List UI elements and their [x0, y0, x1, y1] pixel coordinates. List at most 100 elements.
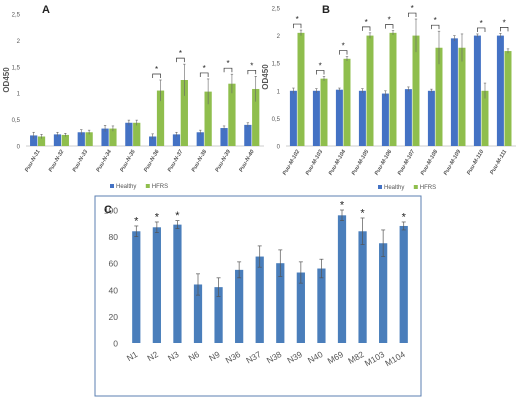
y-tick-label: 0 [113, 339, 118, 349]
significance-bracket [293, 23, 302, 29]
significance-bracket [408, 12, 417, 18]
y-tick-label: 1 [17, 92, 21, 98]
x-tick-label: Puu-N-37 [167, 148, 185, 173]
bar-healthy [381, 93, 389, 146]
bar-healthy [450, 38, 458, 146]
y-tick-label: 1,5 [12, 65, 21, 71]
legend-swatch [110, 184, 114, 188]
x-tick-label: Puu-N-40 [238, 148, 256, 173]
significance-asterisk: * [179, 49, 182, 58]
x-tick-label: Puu-N-39 [215, 148, 233, 173]
significance-asterisk: * [360, 207, 365, 219]
significance-asterisk: * [365, 18, 368, 27]
y-tick-label: 0 [17, 145, 21, 151]
significance-asterisk: * [342, 42, 345, 51]
significance-asterisk: * [480, 19, 483, 28]
bar [255, 256, 264, 343]
x-tick-label: Puu-N-31 [24, 149, 41, 173]
bar-healthy [53, 134, 62, 146]
significance-bracket [247, 69, 257, 75]
bar [296, 272, 305, 343]
bar [132, 231, 141, 343]
x-tick-label: Puu-N-38 [191, 148, 209, 173]
significance-bracket [199, 72, 209, 77]
significance-bracket [223, 67, 233, 73]
x-tick-label: Puu-M-105 [351, 148, 371, 176]
x-tick-label: Puu-N-34 [96, 148, 114, 173]
y-tick-label: 2,5 [12, 13, 21, 19]
bar-hfrs [504, 51, 512, 146]
significance-asterisk: * [250, 61, 253, 70]
significance-bracket [477, 27, 486, 32]
bar-healthy [358, 90, 366, 146]
y-tick-label: 2 [17, 39, 21, 45]
y-axis-label: OD450 [261, 64, 270, 90]
panel-label: A [42, 4, 50, 16]
significance-bracket [385, 24, 394, 29]
bar-healthy [496, 35, 504, 146]
x-tick-label: N6 [187, 349, 202, 363]
legend-swatch [413, 185, 418, 189]
significance-asterisk: * [155, 211, 160, 223]
x-tick-label: Puu-N-32 [48, 148, 66, 173]
y-axis-label: OD450 [2, 67, 11, 93]
x-tick-label: Puu-N-33 [72, 148, 90, 173]
y-tick-label: 0,5 [272, 117, 281, 123]
significance-asterisk: * [203, 64, 206, 73]
bar-hfrs [37, 136, 46, 146]
bar-hfrs [366, 35, 374, 146]
bar [152, 227, 161, 343]
y-tick-label: 1,5 [272, 62, 281, 68]
bar-hfrs [133, 122, 141, 146]
bar [214, 287, 223, 343]
x-tick-label: N9 [207, 349, 222, 363]
y-tick-label: 60 [109, 259, 119, 269]
y-tick-label: 0 [277, 145, 281, 151]
bar-hfrs [85, 132, 93, 146]
y-tick-label: 20 [109, 312, 119, 322]
significance-bracket [339, 50, 348, 55]
significance-asterisk: * [155, 65, 158, 74]
bar-healthy [30, 135, 38, 146]
x-tick-label: N1 [125, 349, 140, 363]
significance-bracket [362, 26, 371, 31]
legend-label: Healthy [116, 184, 136, 190]
bar [173, 224, 182, 343]
bar-healthy [427, 90, 435, 146]
significance-asterisk: * [411, 4, 414, 13]
x-tick-label: Puu-M-111 [489, 149, 508, 176]
y-tick-label: 0,5 [12, 118, 21, 124]
y-tick-label: 2 [277, 34, 281, 40]
significance-asterisk: * [402, 211, 407, 223]
bar [337, 215, 347, 343]
bar-hfrs [204, 91, 212, 146]
legend-label: Healthy [384, 185, 404, 191]
legend-swatch [378, 185, 382, 189]
bar-healthy [172, 134, 181, 146]
significance-bracket [500, 27, 509, 32]
y-tick-label: 1 [277, 89, 281, 95]
x-tick-label: Puu-M-104 [328, 148, 348, 176]
x-tick-label: Puu-M-106 [374, 148, 394, 176]
bar-healthy [149, 136, 157, 146]
legend-label: HFRS [152, 184, 168, 190]
significance-bracket [316, 70, 325, 75]
bar [235, 269, 244, 343]
bar-hfrs [343, 58, 351, 147]
bar-hfrs [228, 83, 236, 146]
y-tick-label: 40 [109, 285, 119, 295]
x-tick-label: Puu-M-109 [443, 148, 463, 176]
bar [358, 231, 367, 343]
bar-hfrs [458, 47, 466, 146]
panel-b-chart: B OD450 0 0,5 1 1,5 2 2,5 * Puu-M-102 * Puu-M-103 * P… [261, 4, 516, 191]
bar-hfrs [412, 35, 420, 146]
bar-hfrs [252, 88, 260, 146]
significance-bracket [431, 24, 440, 30]
bar-healthy [289, 90, 297, 146]
legend-swatch [145, 184, 150, 188]
significance-asterisk: * [134, 215, 139, 227]
bar-hfrs [109, 128, 117, 146]
bar-hfrs [180, 80, 188, 146]
